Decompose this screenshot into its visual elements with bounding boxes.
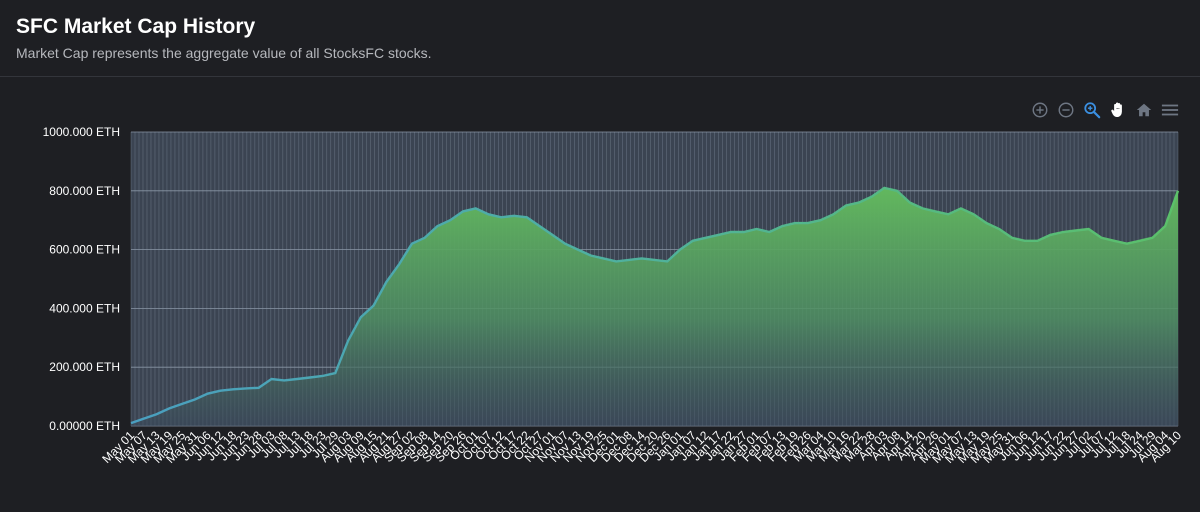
y-tick-label: 0.00000 ETH <box>49 419 120 433</box>
y-tick-label: 600.000 ETH <box>49 243 120 257</box>
menu-icon[interactable] <box>1160 100 1180 120</box>
y-tick-label: 200.000 ETH <box>49 360 120 374</box>
y-tick-label: 1000.000 ETH <box>43 125 120 139</box>
zoom-out-icon[interactable] <box>1056 100 1076 120</box>
home-reset-icon[interactable] <box>1134 100 1154 120</box>
pan-hand-icon[interactable] <box>1108 100 1128 120</box>
chart-header: SFC Market Cap History Market Cap repres… <box>16 14 1184 62</box>
y-tick-label: 400.000 ETH <box>49 301 120 315</box>
y-tick-label: 800.000 ETH <box>49 184 120 198</box>
y-axis-labels: 0.00000 ETH 200.000 ETH 400.000 ETH 600.000… <box>43 125 120 433</box>
market-cap-line <box>130 186 1180 425</box>
zoom-in-icon[interactable] <box>1030 100 1050 120</box>
page-subtitle: Market Cap represents the aggregate valu… <box>16 45 432 61</box>
page-title: SFC Market Cap History <box>16 15 256 38</box>
chart-toolbar <box>1030 100 1180 120</box>
zoom-select-icon[interactable] <box>1082 100 1102 120</box>
header-divider <box>0 76 1200 77</box>
market-cap-area <box>131 187 1178 426</box>
